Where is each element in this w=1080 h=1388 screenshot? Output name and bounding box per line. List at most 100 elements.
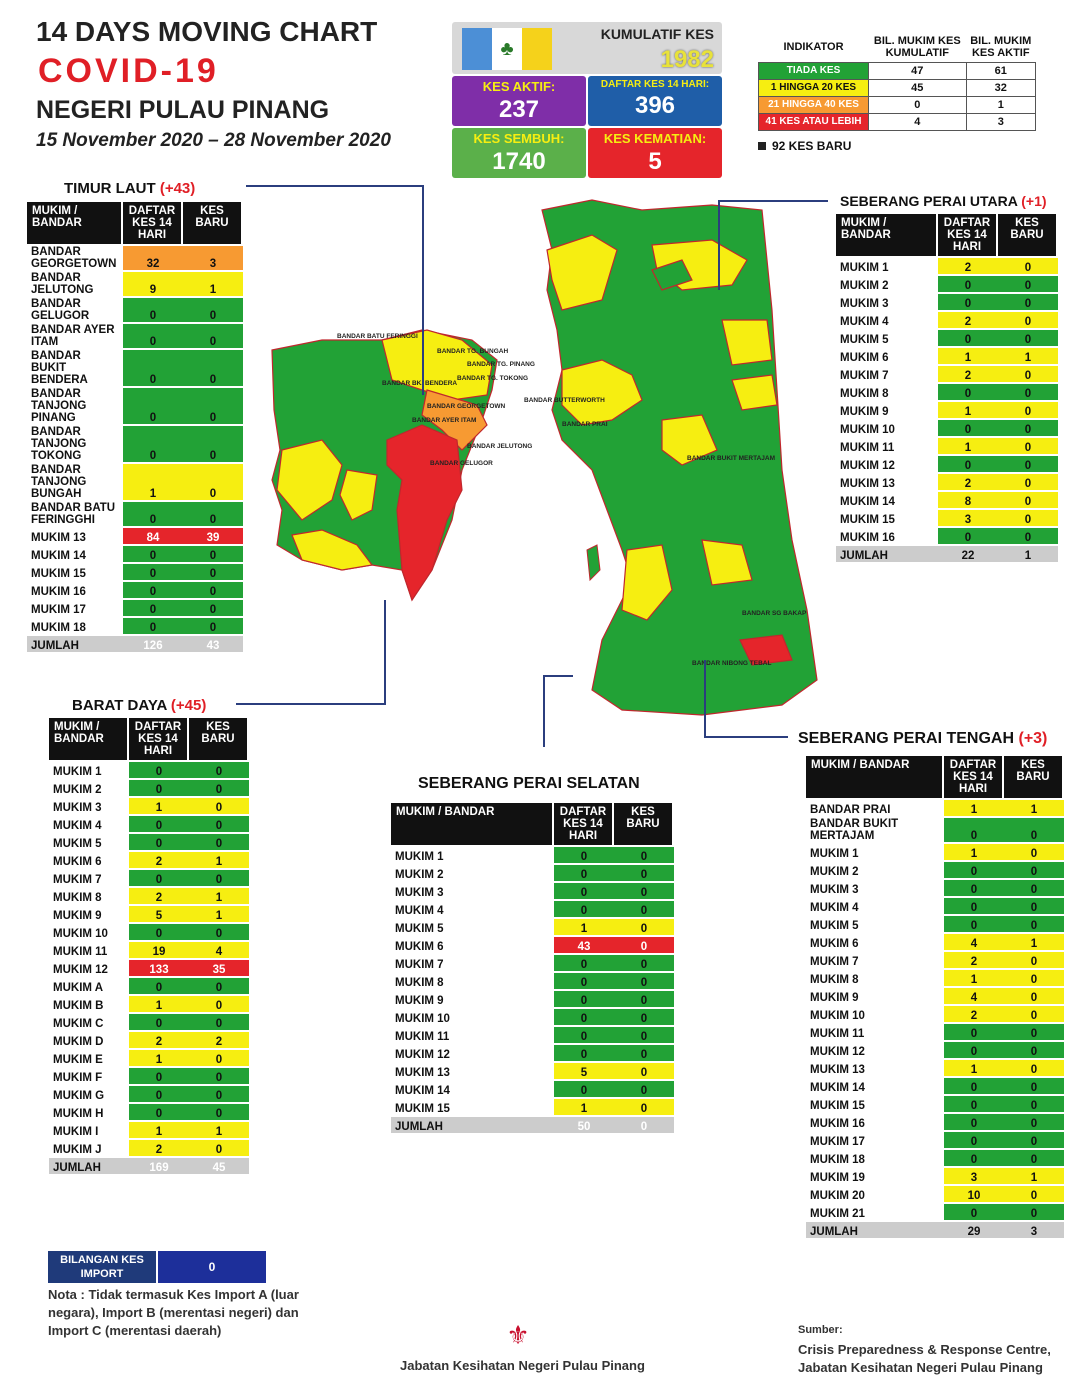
row-name: MUKIM C — [53, 1018, 104, 1030]
table-row: MUKIM 12 0 0 — [806, 1042, 1064, 1058]
daftar-value: 396 — [634, 92, 676, 119]
row-daftar-value: 0 — [129, 978, 189, 994]
row-daftar-value: 4 — [944, 988, 1004, 1004]
row-baru-value: 4 — [189, 942, 249, 958]
row-baru-value: 0 — [998, 258, 1058, 274]
source-label: Sumber: — [798, 1324, 843, 1336]
indicator-row: TIADA KES 47 61 — [758, 61, 1037, 80]
row-daftar-value: 0 — [944, 1078, 1004, 1094]
row-baru-value: 0 — [1004, 880, 1064, 896]
row-baru-value: 0 — [614, 1045, 674, 1061]
row-daftar-value: 1 — [129, 996, 189, 1012]
indicator-kumulatif-header: BIL. MUKIM KES KUMULATIF — [873, 34, 961, 59]
table-header: DAFTAR KES 14 HARI — [554, 803, 614, 845]
total-daftar: 22 — [938, 546, 998, 562]
row-name: MUKIM 8 — [840, 388, 889, 400]
row-daftar-value: 19 — [129, 942, 189, 958]
row-daftar-value: 2 — [944, 1006, 1004, 1022]
row-name: MUKIM 10 — [840, 424, 895, 436]
total-daftar: 126 — [123, 636, 183, 652]
row-baru-value: 0 — [189, 1104, 249, 1120]
table-row: MUKIM 17 0 0 — [27, 600, 243, 616]
table-total-row: JUMLAH 22 1 — [836, 546, 1058, 562]
table-row: MUKIM 13 84 39 — [27, 528, 243, 544]
row-baru-value: 0 — [614, 901, 674, 917]
row-daftar-value: 0 — [938, 276, 998, 292]
row-baru-value: 0 — [183, 464, 243, 500]
table-header: KES BARU — [1004, 756, 1064, 798]
row-name: MUKIM 17 — [31, 604, 86, 616]
row-daftar-value: 0 — [944, 898, 1004, 914]
row-daftar-value: 5 — [554, 1063, 614, 1079]
indicator-kumulatif-value: 0 — [868, 95, 967, 114]
row-daftar-value: 0 — [944, 880, 1004, 896]
map-label: BANDAR GEORGETOWN — [427, 403, 506, 410]
row-baru-value: 0 — [1004, 1114, 1064, 1130]
table-row: MUKIM 20 10 0 — [806, 1186, 1064, 1202]
row-name: MUKIM 8 — [395, 977, 444, 989]
row-baru-value: 0 — [614, 955, 674, 971]
indicator-label: 41 KES ATAU LEBIH — [758, 112, 869, 131]
row-daftar-value: 0 — [938, 294, 998, 310]
row-name: MUKIM 11 — [840, 442, 895, 454]
table-row: MUKIM 12 133 35 — [49, 960, 249, 976]
row-daftar-value: 1 — [944, 1060, 1004, 1076]
indicator-row: 21 HINGGA 40 KES 0 1 — [758, 95, 1037, 114]
row-name: MUKIM 15 — [31, 568, 86, 580]
row-baru-value: 0 — [189, 1050, 249, 1066]
row-daftar-value: 0 — [944, 916, 1004, 932]
row-baru-value: 1 — [189, 852, 249, 868]
penang-map: BANDAR BATU FERINGGI BANDAR TG. BUNGAH BAN… — [271, 199, 818, 716]
row-name: MUKIM 2 — [53, 784, 102, 796]
row-baru-value: 0 — [998, 528, 1058, 544]
table-row: MUKIM 18 0 0 — [806, 1150, 1064, 1166]
table-total-row: JUMLAH 126 43 — [27, 636, 243, 652]
total-baru: 43 — [183, 636, 243, 652]
table-row: MUKIM 14 0 0 — [391, 1081, 674, 1097]
table-header: MUKIM / BANDAR — [836, 214, 938, 256]
row-daftar-value: 0 — [123, 388, 183, 424]
row-baru-value: 1 — [1004, 1168, 1064, 1184]
row-name: MUKIM 9 — [810, 992, 859, 1004]
table-row: MUKIM 21 0 0 — [806, 1204, 1064, 1220]
row-daftar-value: 9 — [123, 272, 183, 296]
row-baru-value: 0 — [189, 780, 249, 796]
table-row: MUKIM 16 0 0 — [27, 582, 243, 598]
sembuh-box: KES SEMBUH: 1740 — [452, 128, 586, 178]
row-daftar-value: 0 — [554, 1009, 614, 1025]
row-baru-value: 0 — [614, 1063, 674, 1079]
spt-table: MUKIM / BANDAR DAFTAR KES 14 HARI KES BARU… — [806, 754, 1064, 1240]
row-baru-value: 0 — [1004, 916, 1064, 932]
row-daftar-value: 3 — [938, 510, 998, 526]
row-baru-value: 0 — [614, 865, 674, 881]
row-daftar-value: 1 — [938, 348, 998, 364]
row-daftar-value: 4 — [944, 934, 1004, 950]
row-daftar-value: 3 — [944, 1168, 1004, 1184]
row-name: MUKIM 11 — [810, 1028, 865, 1040]
kematian-box: KES KEMATIAN: 5 — [588, 128, 722, 178]
row-baru-value: 1 — [189, 1122, 249, 1138]
table-header: KES BARU — [189, 718, 249, 760]
row-daftar-value: 32 — [123, 246, 183, 270]
row-daftar-value: 0 — [944, 1204, 1004, 1220]
row-name: MUKIM 3 — [840, 298, 889, 310]
indicator-aktif-value: 3 — [965, 112, 1037, 131]
total-label: JUMLAH — [27, 636, 123, 652]
row-baru-value: 0 — [189, 870, 249, 886]
row-baru-value: 0 — [189, 834, 249, 850]
table-total-row: JUMLAH 29 3 — [806, 1222, 1064, 1238]
row-baru-value: 0 — [998, 492, 1058, 508]
date-range: 15 November 2020 – 28 November 2020 — [36, 130, 391, 151]
row-daftar-value: 0 — [554, 901, 614, 917]
total-baru: 3 — [1004, 1222, 1064, 1238]
row-daftar-value: 0 — [129, 1104, 189, 1120]
row-daftar-value: 0 — [938, 528, 998, 544]
map-label: BANDAR GELUGOR — [430, 460, 493, 467]
row-daftar-value: 2 — [129, 1140, 189, 1156]
